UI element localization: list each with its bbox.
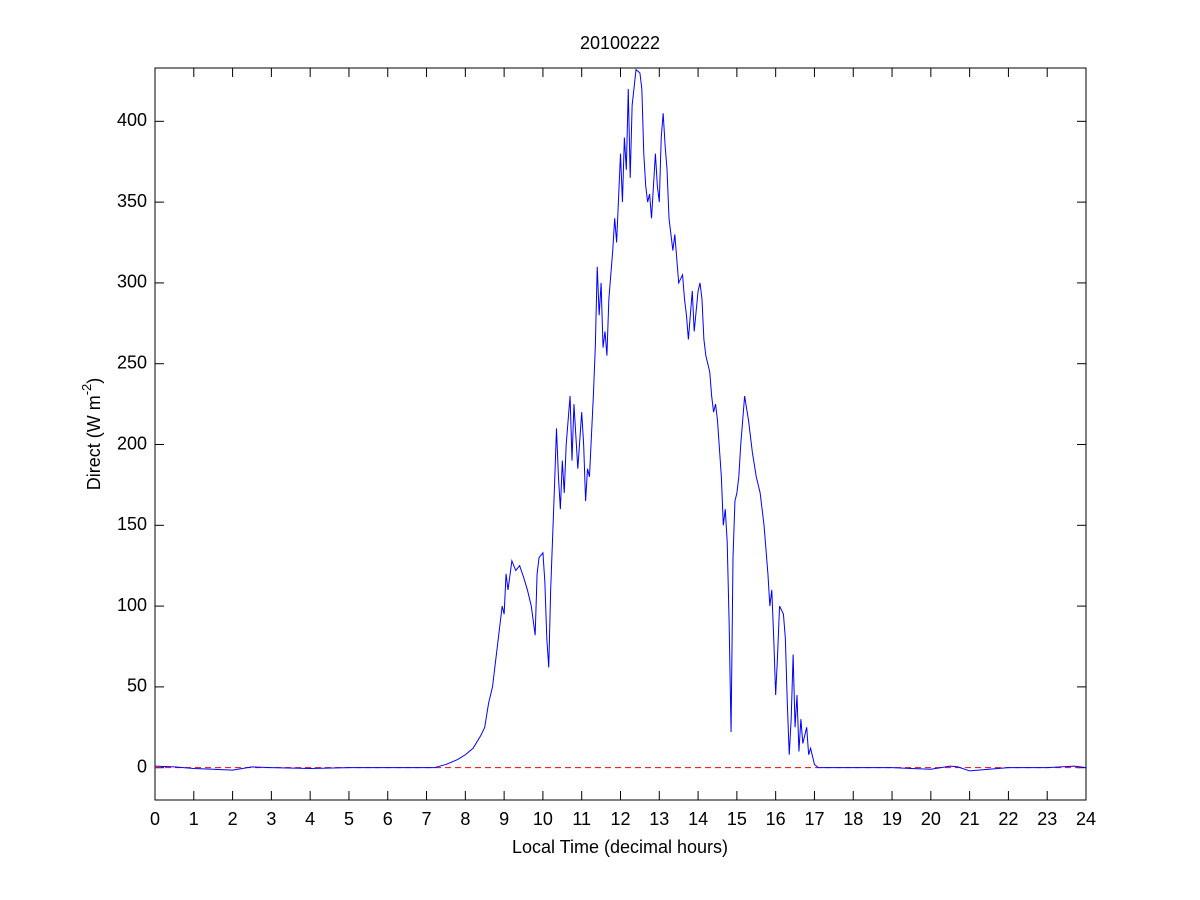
y-tick-label: 150 <box>117 514 147 534</box>
plot-box <box>154 67 1087 801</box>
x-tick-label: 15 <box>727 809 747 829</box>
x-tick-label: 22 <box>998 809 1018 829</box>
x-tick-label: 19 <box>882 809 902 829</box>
x-tick-label: 10 <box>533 809 553 829</box>
x-tick-label: 3 <box>266 809 276 829</box>
x-tick-label: 14 <box>688 809 708 829</box>
y-tick-label: 0 <box>137 756 147 776</box>
x-tick-label: 6 <box>383 809 393 829</box>
y-tick-label: 250 <box>117 352 147 372</box>
data-line <box>154 68 1087 772</box>
x-tick-label: 18 <box>843 809 863 829</box>
x-tick-label: 8 <box>460 809 470 829</box>
y-label-close: ) <box>84 378 104 384</box>
x-tick-label: 12 <box>610 809 630 829</box>
y-tick-label: 100 <box>117 595 147 615</box>
x-tick-label: 0 <box>150 809 160 829</box>
x-tick-label: 7 <box>422 809 432 829</box>
y-tick-label: 350 <box>117 191 147 211</box>
y-tick-label: 50 <box>127 676 147 696</box>
y-tick-label: 400 <box>117 110 147 130</box>
x-tick-label: 16 <box>766 809 786 829</box>
x-axis-label: Local Time (decimal hours) <box>512 837 728 857</box>
chart-title: 20100222 <box>580 33 660 53</box>
x-tick-label: 4 <box>305 809 315 829</box>
y-label-text: Direct (W m <box>84 395 104 490</box>
x-tick-label: 11 <box>572 809 591 829</box>
x-tick-label: 5 <box>344 809 354 829</box>
y-axis-label: Direct (W m-2) <box>79 378 103 491</box>
x-tick-label: 20 <box>921 809 941 829</box>
y-tick-label: 300 <box>117 272 147 292</box>
x-tick-label: 23 <box>1037 809 1057 829</box>
x-tick-label: 13 <box>649 809 669 829</box>
y-label-superscript: -2 <box>79 384 94 396</box>
x-tick-label: 24 <box>1076 809 1096 829</box>
y-tick-label: 200 <box>117 433 147 453</box>
x-tick-label: 1 <box>189 809 199 829</box>
x-tick-label: 21 <box>960 809 980 829</box>
x-tick-label: 9 <box>499 809 509 829</box>
x-tick-label: 17 <box>804 809 824 829</box>
x-tick-label: 2 <box>228 809 238 829</box>
